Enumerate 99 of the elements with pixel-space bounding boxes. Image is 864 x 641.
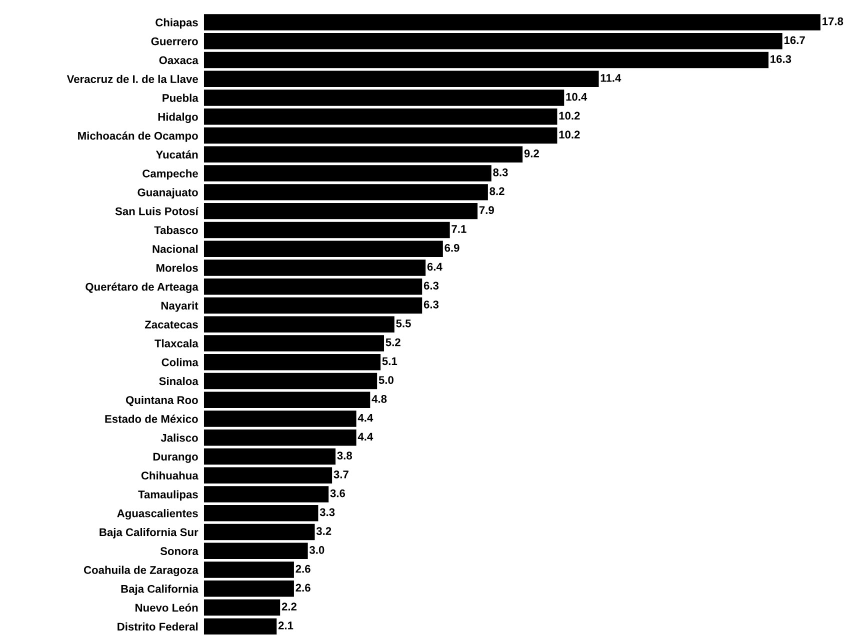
- bar: [204, 52, 768, 68]
- bar: [204, 505, 318, 522]
- bar: [204, 335, 384, 352]
- bar: [204, 599, 280, 616]
- bar: [204, 108, 558, 125]
- bar: [204, 354, 381, 370]
- bar: [204, 260, 426, 276]
- data-label: 2.2: [282, 602, 296, 610]
- data-label: 3.0: [309, 546, 324, 554]
- data-label: 16.3: [770, 55, 792, 64]
- data-label: 5.2: [386, 338, 400, 346]
- data-label: 5.0: [378, 376, 394, 384]
- data-label: 8.2: [490, 187, 504, 196]
- y-tick-label: Oaxaca: [159, 56, 198, 64]
- data-label: 5.1: [382, 357, 398, 366]
- data-label: 6.3: [424, 300, 439, 308]
- bar: [204, 33, 782, 50]
- bar: [204, 127, 558, 144]
- y-tick-label: Sinaloa: [159, 376, 198, 386]
- y-tick-label: Yucatán: [156, 150, 198, 159]
- y-tick-label: Veracruz de I. de la Llave: [66, 74, 198, 84]
- y-tick-label: Sonora: [160, 547, 198, 556]
- y-tick-label: Chihuahua: [141, 471, 198, 480]
- y-tick-label: Michoacán de Ocampo: [78, 131, 198, 142]
- y-tick-label: Querétaro de Arteaga: [86, 282, 198, 294]
- bar: [204, 410, 356, 427]
- data-label: 3.6: [330, 489, 346, 498]
- y-tick-label: Durango: [153, 452, 198, 463]
- y-tick-label: Puebla: [162, 94, 198, 102]
- y-tick-label: Morelos: [156, 264, 198, 272]
- bar: [204, 618, 277, 635]
- y-tick-label: Guanajuato: [138, 188, 198, 199]
- data-label: 10.2: [559, 130, 580, 139]
- bar: [204, 430, 356, 446]
- bar: [204, 90, 564, 106]
- data-label: 3.8: [337, 452, 352, 460]
- data-label: 4.4: [358, 414, 374, 422]
- y-tick-label: Nayarit: [161, 301, 198, 312]
- data-label: 2.1: [278, 622, 294, 630]
- y-tick-label: Nuevo León: [136, 603, 198, 612]
- bar: [204, 580, 294, 597]
- bar: [204, 165, 492, 182]
- bar: [204, 297, 422, 314]
- bar: [204, 240, 443, 257]
- data-label: 4.4: [358, 432, 374, 440]
- y-tick-label: Coahuila de Zaragoza: [84, 566, 198, 576]
- data-label: 8.3: [493, 168, 508, 176]
- y-tick-label: Tlaxcala: [154, 339, 198, 348]
- bar: [204, 316, 394, 332]
- y-tick-label: Tamaulipas: [138, 490, 198, 501]
- bar: [204, 14, 820, 30]
- y-tick-label: Jalisco: [160, 434, 198, 442]
- bar: [204, 524, 315, 540]
- data-label: 17.8: [822, 17, 844, 26]
- bar: [204, 146, 523, 163]
- bar: [204, 278, 422, 295]
- data-label: 2.6: [296, 584, 310, 592]
- y-tick-label: Baja California: [121, 584, 198, 596]
- bar: [204, 486, 329, 502]
- y-tick-label: Estado de México: [105, 414, 198, 423]
- y-tick-label: Tabasco: [154, 226, 198, 234]
- data-label: 11.4: [600, 74, 622, 82]
- y-tick-label: Zacatecas: [144, 320, 198, 328]
- bar: [204, 448, 336, 465]
- bar: [204, 372, 378, 390]
- data-label: 3.7: [334, 470, 348, 478]
- data-label: 3.3: [320, 508, 335, 516]
- data-label: 7.1: [452, 225, 466, 233]
- y-tick-label: Guerrero: [151, 37, 198, 46]
- y-tick-label: Nacional: [152, 244, 198, 253]
- y-tick-label: San Luis Potosí: [115, 206, 199, 216]
- data-label: 7.9: [479, 206, 494, 214]
- y-tick-label: Baja California Sur: [100, 528, 198, 538]
- y-tick-label: Campeche: [142, 169, 198, 180]
- y-tick-label: Colima: [162, 358, 198, 366]
- bar: [204, 562, 294, 578]
- y-tick-label: Chiapas: [156, 18, 198, 29]
- y-tick-label: Hidalgo: [158, 112, 198, 124]
- data-label: 2.6: [296, 564, 310, 573]
- bar: [204, 70, 599, 88]
- y-tick-label: Quintana Roo: [126, 396, 198, 406]
- data-label: 6.4: [427, 262, 442, 271]
- data-label: 16.7: [784, 36, 805, 44]
- data-label: 3.2: [316, 527, 332, 536]
- bar: [204, 542, 308, 560]
- bar: [204, 222, 450, 238]
- y-tick-label: Aguascalientes: [117, 509, 198, 520]
- data-label: 10.4: [566, 92, 588, 101]
- data-label: 6.9: [444, 244, 460, 252]
- data-label: 4.8: [372, 394, 387, 403]
- data-label: 6.3: [424, 282, 439, 290]
- bar: [204, 392, 370, 408]
- data-label: 9.2: [524, 150, 539, 158]
- y-tick-label: Distrito Federal: [118, 622, 198, 631]
- bar: [204, 184, 488, 200]
- bar: [204, 467, 332, 484]
- data-label: 10.2: [559, 112, 580, 120]
- bar: [204, 202, 478, 220]
- data-label: 5.5: [396, 320, 411, 328]
